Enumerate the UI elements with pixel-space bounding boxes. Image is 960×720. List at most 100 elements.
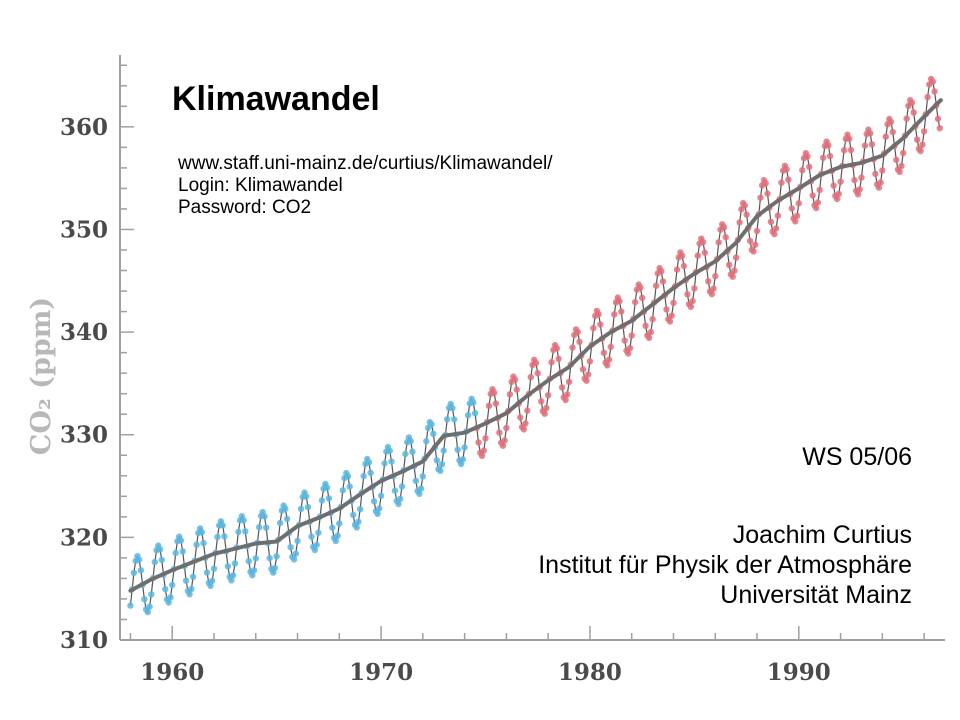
monthly-data-point: [590, 324, 597, 332]
monthly-data-point: [887, 118, 895, 126]
monthly-data-point: [919, 141, 926, 148]
monthly-data-point: [699, 238, 707, 246]
monthly-data-point: [475, 439, 482, 446]
monthly-data-point: [729, 273, 736, 280]
monthly-data-point: [423, 438, 430, 445]
monthly-data-point: [200, 539, 207, 547]
monthly-data-point: [861, 142, 869, 149]
monthly-data-point: [177, 537, 185, 544]
monthly-data-point: [402, 450, 409, 458]
monthly-data-point: [506, 391, 514, 398]
monthly-data-point: [762, 180, 769, 187]
monthly-data-point: [135, 556, 143, 563]
monthly-data-point: [438, 461, 446, 468]
monthly-data-point: [684, 291, 691, 298]
monthly-data-point: [266, 554, 273, 562]
monthly-data-point: [534, 370, 541, 377]
monthly-data-point: [806, 163, 813, 171]
monthly-data-point: [642, 322, 649, 329]
monthly-data-point: [162, 586, 169, 593]
monthly-data-point: [576, 338, 583, 346]
x-tick-label: 1960: [140, 659, 204, 686]
monthly-data-point: [240, 517, 247, 524]
course-url-link[interactable]: www.staff.uni-mainz.de/curtius/Klimawand…: [178, 153, 553, 174]
monthly-data-point: [929, 78, 936, 85]
monthly-data-point: [193, 541, 200, 548]
y-axis-label: CO₂ (ppm): [26, 297, 57, 455]
monthly-data-point: [395, 500, 402, 508]
monthly-data-point: [722, 234, 729, 241]
monthly-data-point: [611, 311, 618, 318]
monthly-data-point: [156, 546, 164, 553]
monthly-data-point: [370, 498, 378, 505]
monthly-data-point: [910, 109, 917, 116]
monthly-data-point: [273, 553, 280, 560]
monthly-data-point: [313, 541, 320, 549]
monthly-data-point: [732, 254, 740, 261]
monthly-data-point: [461, 444, 468, 451]
monthly-data-point: [179, 548, 186, 555]
monthly-data-point: [503, 424, 510, 432]
monthly-data-point: [294, 537, 301, 545]
monthly-data-point: [165, 599, 172, 606]
monthly-data-point: [900, 149, 907, 157]
y-tick-label: 360: [60, 114, 108, 141]
monthly-data-point: [604, 362, 611, 369]
monthly-data-point: [303, 493, 310, 500]
monthly-data-point: [877, 179, 884, 186]
monthly-data-point: [137, 567, 145, 574]
monthly-data-point: [882, 133, 889, 140]
monthly-data-point: [562, 396, 569, 404]
monthly-data-point: [793, 212, 801, 219]
monthly-data-point: [889, 128, 896, 136]
monthly-data-point: [868, 141, 876, 148]
monthly-data-point: [304, 503, 312, 511]
monthly-data-point: [564, 391, 571, 398]
monthly-data-point: [522, 420, 529, 427]
monthly-data-point: [809, 192, 816, 199]
monthly-data-point: [835, 190, 842, 198]
monthly-data-point: [219, 522, 226, 529]
monthly-data-point: [616, 297, 623, 305]
monthly-data-point: [583, 377, 590, 384]
monthly-data-point: [659, 278, 667, 285]
monthly-data-point: [548, 359, 555, 366]
monthly-data-point: [388, 458, 395, 465]
monthly-data-point: [228, 577, 235, 584]
monthly-data-point: [242, 528, 249, 535]
monthly-data-point: [513, 386, 520, 393]
monthly-data-point: [454, 446, 461, 453]
monthly-data-point: [146, 603, 153, 610]
monthly-data-point: [282, 505, 289, 512]
monthly-data-point: [924, 94, 931, 101]
monthly-data-point: [569, 344, 576, 351]
monthly-data-point: [332, 537, 339, 545]
monthly-data-point: [934, 115, 942, 123]
y-tick-label: 330: [60, 422, 108, 449]
monthly-data-point: [186, 591, 193, 598]
monthly-data-point: [527, 374, 534, 381]
monthly-data-point: [480, 447, 487, 454]
monthly-data-point: [851, 176, 858, 184]
monthly-data-point: [318, 497, 326, 504]
monthly-data-point: [511, 376, 519, 383]
monthly-data-point: [903, 115, 910, 122]
monthly-data-point: [417, 485, 425, 492]
monthly-data-point: [694, 252, 701, 259]
monthly-data-point: [795, 200, 802, 207]
monthly-data-point: [743, 211, 750, 218]
monthly-data-point: [637, 284, 644, 291]
monthly-data-point: [412, 477, 420, 484]
monthly-data-point: [625, 350, 632, 357]
monthly-data-point: [339, 487, 346, 494]
monthly-data-point: [292, 550, 299, 557]
monthly-data-point: [720, 224, 728, 231]
monthly-data-point: [381, 460, 388, 467]
monthly-data-point: [428, 421, 435, 428]
monthly-data-point: [308, 533, 315, 540]
monthly-data-point: [398, 483, 406, 490]
monthly-data-point: [726, 261, 733, 269]
monthly-data-point: [287, 544, 294, 551]
monthly-data-point: [437, 467, 444, 474]
monthly-data-point: [496, 429, 503, 436]
